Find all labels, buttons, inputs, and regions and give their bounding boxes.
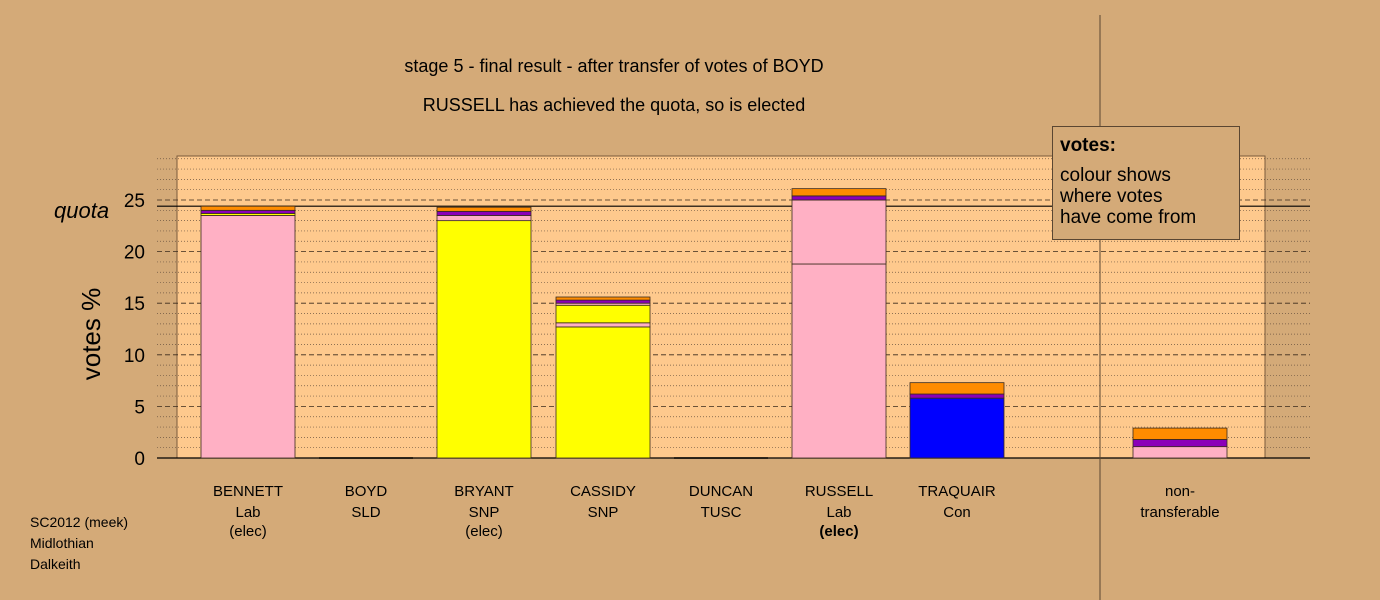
bar-segment bbox=[791, 188, 887, 197]
bar-segment bbox=[436, 210, 532, 216]
bar-segment bbox=[791, 263, 887, 459]
footer-line: Dalkeith bbox=[30, 556, 81, 572]
bar-segment bbox=[555, 299, 651, 304]
x-category-label: TRAQUAIR bbox=[918, 483, 996, 500]
x-category-label: CASSIDY bbox=[570, 483, 636, 500]
quota-label: quota bbox=[54, 198, 109, 223]
legend: votes: colour shows where votes have com… bbox=[1052, 126, 1240, 240]
bar-segment bbox=[791, 195, 887, 201]
bar-segment bbox=[200, 209, 296, 214]
bar-segment bbox=[909, 382, 1005, 395]
x-category-label: BRYANT bbox=[454, 483, 513, 500]
y-tick-label: 5 bbox=[134, 397, 145, 418]
y-axis: 0 5 10 15 20 25 bbox=[124, 191, 145, 470]
chart-subtitle: RUSSELL has achieved the quota, so is el… bbox=[423, 95, 806, 115]
bar-segment bbox=[1132, 427, 1228, 440]
legend-title: votes: bbox=[1060, 135, 1116, 156]
footer-line: Midlothian bbox=[30, 535, 94, 551]
bar-segment bbox=[1132, 439, 1228, 448]
x-category-label: SLD bbox=[351, 504, 380, 521]
y-tick-label: 20 bbox=[124, 243, 145, 264]
x-category-label: non- bbox=[1165, 483, 1195, 500]
x-category-label: Lab bbox=[826, 504, 851, 521]
bar-segment bbox=[200, 215, 296, 459]
legend-line: colour shows bbox=[1060, 165, 1171, 186]
footer: SC2012 (meek) Midlothian Dalkeith bbox=[30, 512, 128, 575]
bar-segment bbox=[1132, 446, 1228, 459]
x-category-label: DUNCAN bbox=[689, 483, 753, 500]
x-category-label: (elec) bbox=[819, 523, 858, 540]
bars bbox=[200, 188, 1228, 459]
x-category-label: TUSC bbox=[701, 504, 742, 521]
grid bbox=[157, 158, 1310, 459]
x-category-label: SNP bbox=[469, 504, 500, 521]
y-tick-label: 0 bbox=[134, 449, 145, 470]
bar-segment bbox=[555, 304, 651, 324]
x-category-label: (elec) bbox=[229, 523, 267, 540]
bar-segment bbox=[555, 322, 651, 328]
footer-line: SC2012 (meek) bbox=[30, 514, 129, 530]
y-tick-label: 15 bbox=[124, 294, 145, 315]
x-labels: BENNETT Lab (elec) BOYD SLD BRYANT SNP (elec) CA… bbox=[213, 483, 1220, 540]
x-category-label: (elec) bbox=[465, 523, 503, 540]
bar-segment bbox=[436, 206, 532, 212]
bar-segment bbox=[791, 199, 887, 265]
y-tick-label: 25 bbox=[124, 191, 145, 212]
bar-segment bbox=[436, 220, 532, 459]
y-axis-label: votes % bbox=[76, 288, 106, 381]
legend-line: have come from bbox=[1060, 207, 1197, 228]
bar-segment bbox=[436, 215, 532, 222]
x-category-label: transferable bbox=[1140, 504, 1219, 521]
bar-segment bbox=[200, 205, 296, 211]
chart-title: stage 5 - final result - after transfer … bbox=[404, 56, 823, 76]
bar-segment bbox=[555, 296, 651, 301]
x-category-label: Con bbox=[943, 504, 971, 521]
bar-segment bbox=[555, 326, 651, 459]
x-category-label: RUSSELL bbox=[805, 483, 873, 500]
y-tick-label: 10 bbox=[124, 346, 145, 367]
legend-line: where votes bbox=[1060, 186, 1163, 207]
bar-segment bbox=[909, 393, 1005, 399]
x-category-label: BENNETT bbox=[213, 483, 283, 500]
x-category-label: SNP bbox=[588, 504, 619, 521]
x-category-label: Lab bbox=[235, 504, 260, 521]
x-category-label: BOYD bbox=[345, 483, 388, 500]
bar-segment bbox=[909, 397, 1005, 459]
